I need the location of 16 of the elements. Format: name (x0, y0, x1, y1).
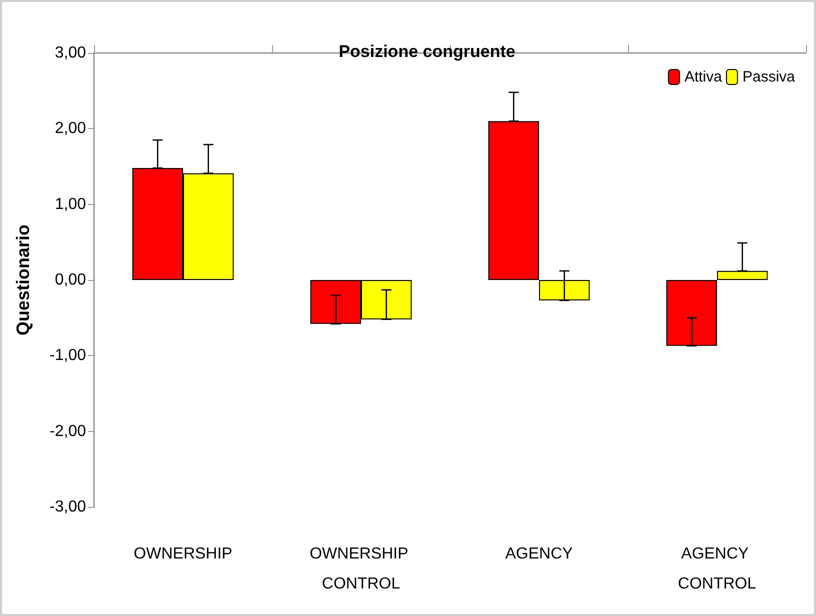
bar (666, 280, 717, 346)
x-tick-label: AGENCY CONTROL (678, 546, 756, 592)
y-tick-label: -1,00 (50, 347, 86, 364)
y-tick-label: 1,00 (54, 196, 86, 213)
y-tick-label: 2,00 (54, 120, 86, 138)
y-tick-label: 3,00 (54, 44, 86, 62)
legend-label: Attiva (684, 68, 723, 86)
y-tick-label: 0,00 (54, 272, 86, 288)
chart-title: Posizione congruente (338, 42, 516, 61)
legend-label: Passiva (742, 68, 796, 86)
x-tick-label: AGENCY (505, 546, 574, 562)
x-tick-label: OWNERSHIP CONTROL (310, 546, 412, 592)
y-tick-label: -2,00 (50, 422, 86, 440)
x-tick-label: OWNERSHIP (134, 546, 232, 562)
y-tick-label: -3,00 (50, 498, 86, 516)
y-axis-title: Questionario (13, 224, 33, 336)
